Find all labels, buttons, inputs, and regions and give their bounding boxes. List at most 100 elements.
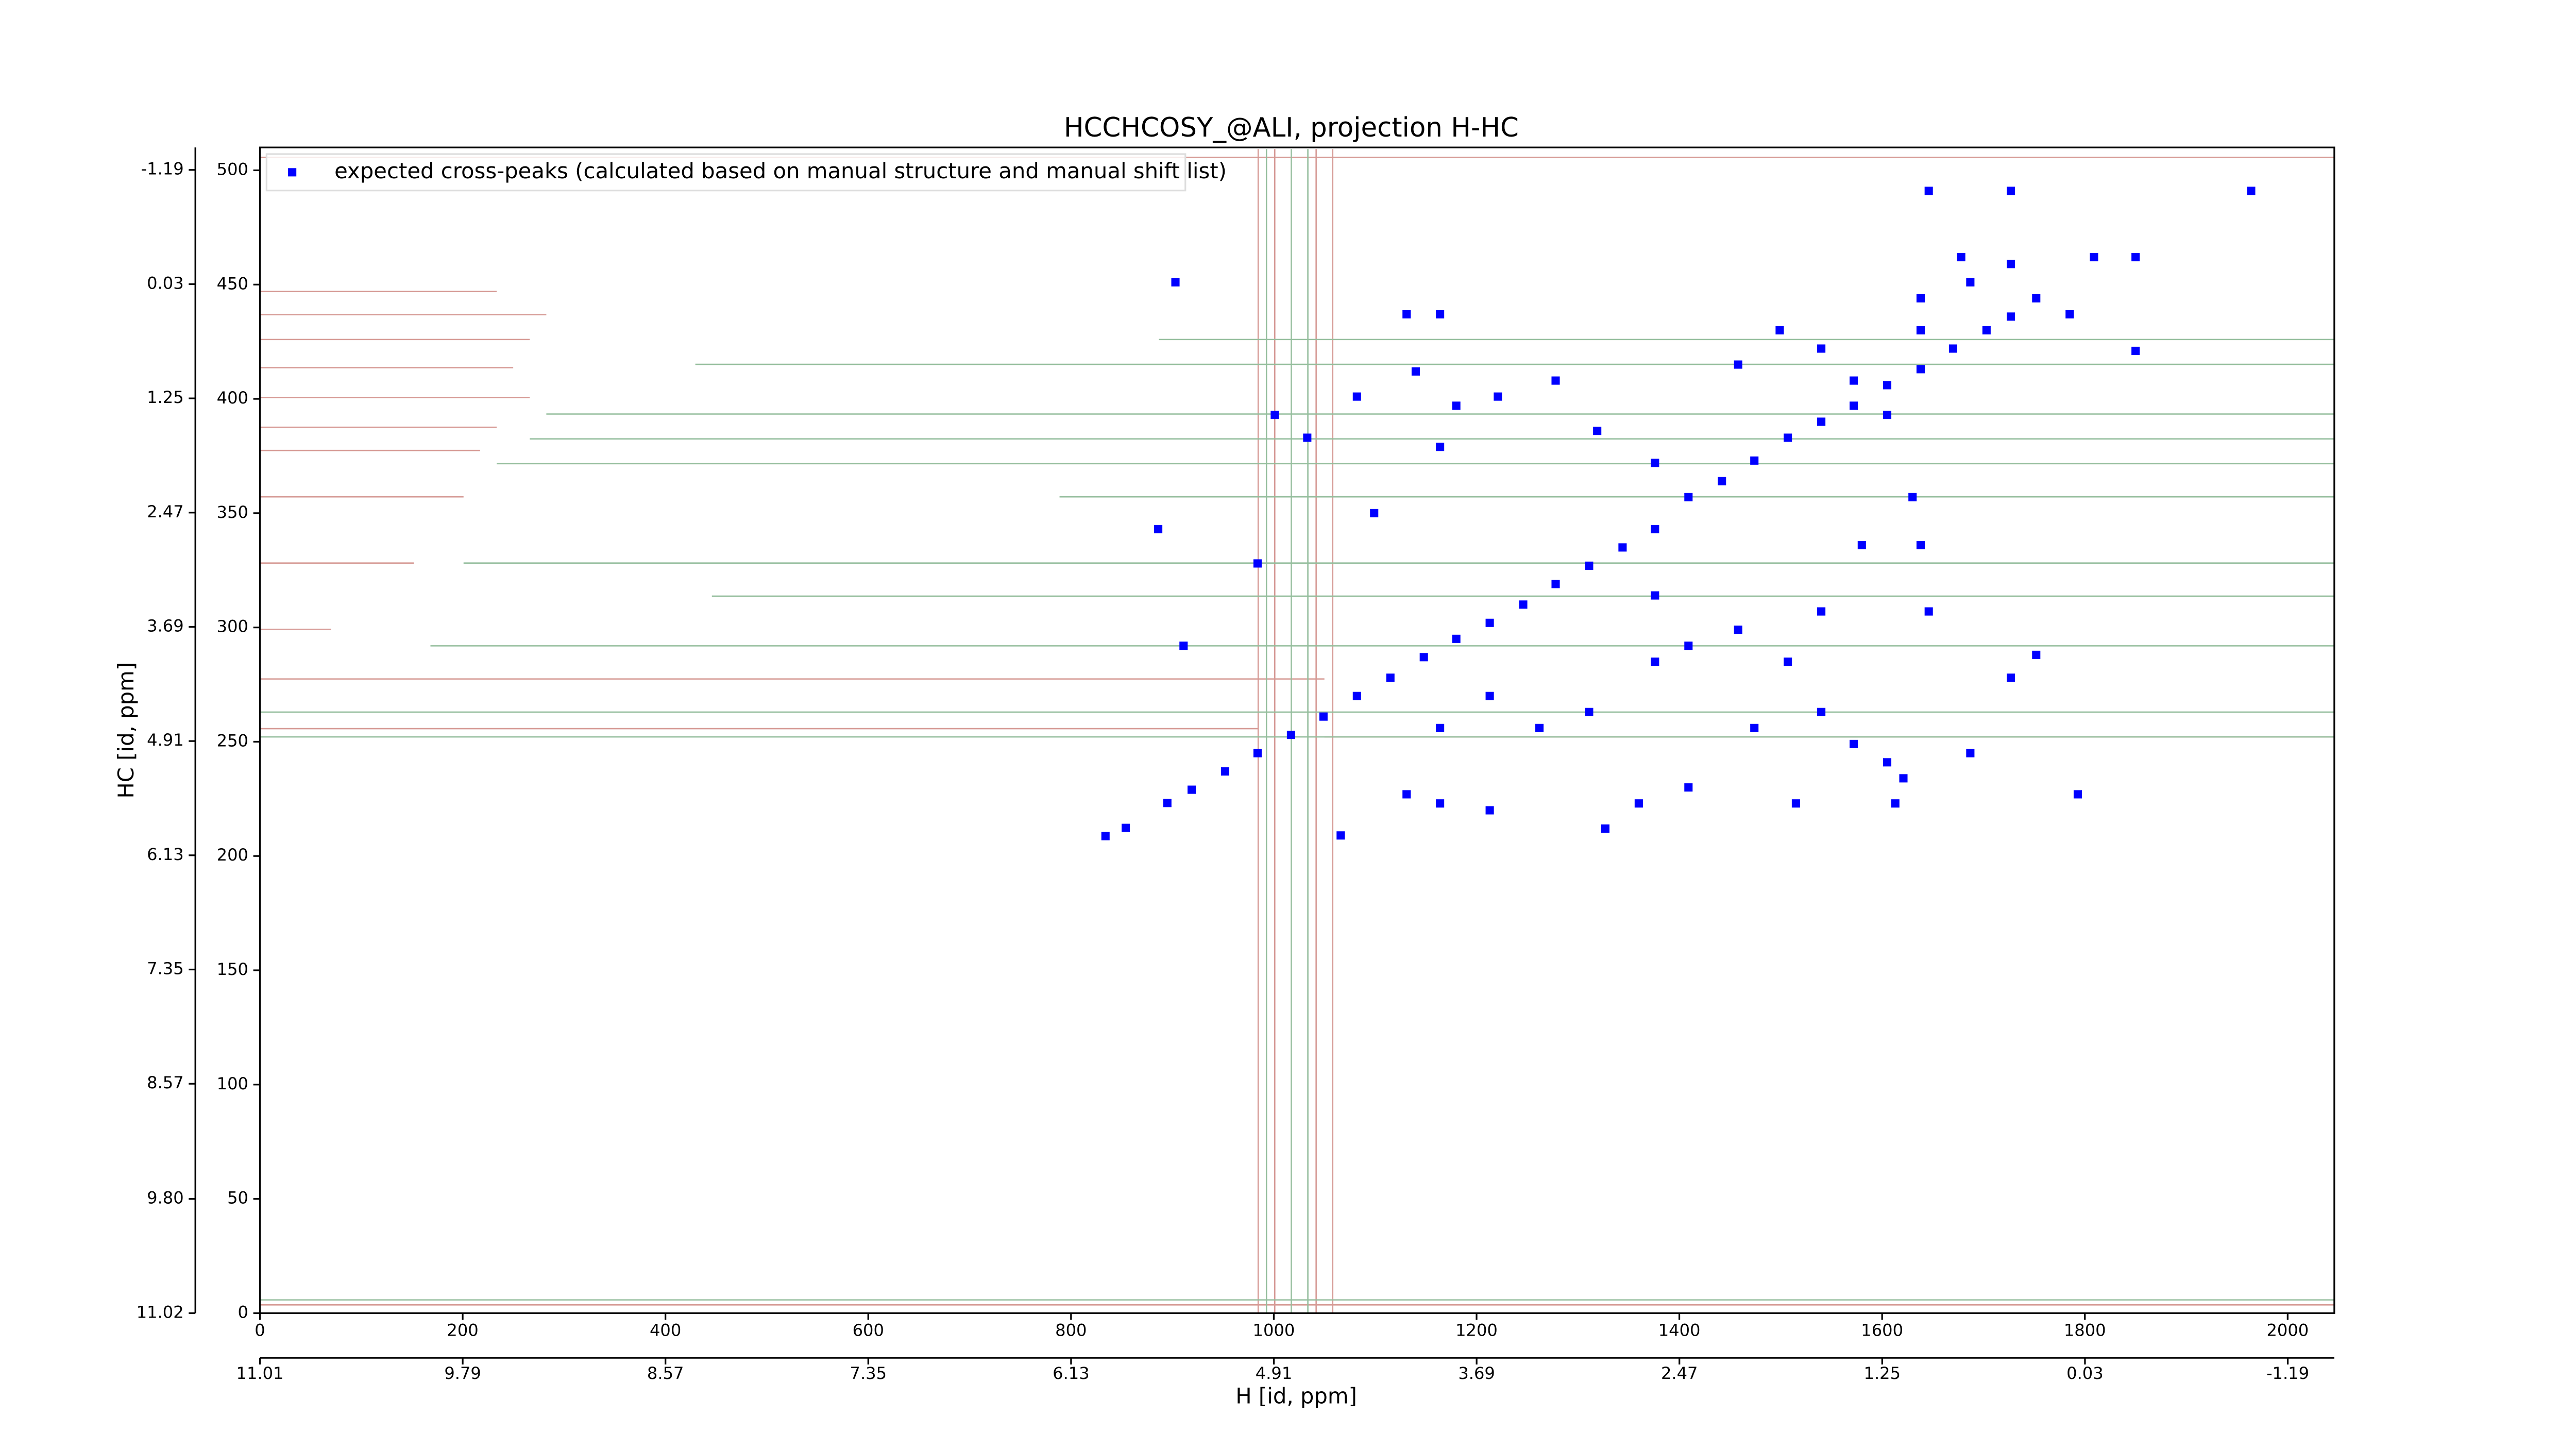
y-tick-label: 300 — [217, 617, 248, 636]
y-tick-label: 250 — [217, 731, 248, 750]
cross-peak — [1684, 642, 1693, 650]
cross-peak — [2065, 310, 2074, 318]
cross-peak — [2007, 673, 2015, 682]
cross-peak — [1370, 509, 1379, 517]
x2-tick-label: 6.13 — [1053, 1363, 1090, 1383]
contour-line — [1257, 149, 1334, 1313]
y2-tick-label: 7.35 — [147, 958, 184, 978]
cross-peak — [1651, 459, 1659, 467]
x-axis-label: H [id, ppm] — [1235, 1384, 1357, 1409]
cross-peak — [1436, 310, 1445, 318]
cross-peak — [1916, 326, 1925, 335]
x-tick-label: 1000 — [1253, 1321, 1295, 1340]
y2-tick-label: 4.91 — [147, 730, 184, 750]
cross-peak — [1187, 785, 1196, 794]
cross-peak — [1817, 344, 1826, 353]
cross-peak — [1436, 723, 1445, 732]
y2-tick-label: 8.57 — [147, 1073, 184, 1092]
cross-peak — [2090, 253, 2098, 262]
cross-peak — [1684, 493, 1693, 501]
legend-marker — [288, 168, 297, 177]
cross-peak — [1784, 658, 1792, 666]
chart-title: HCCHCOSY_@ALI, projection H-HC — [1064, 112, 1519, 143]
legend-label: expected cross-peaks (calculated based o… — [334, 158, 1227, 183]
cross-peak — [1253, 559, 1262, 568]
x-tick-label: 400 — [650, 1321, 681, 1340]
y2-tick-label: -1.19 — [141, 159, 184, 179]
x2-tick-label: 3.69 — [1458, 1363, 1495, 1383]
cross-peak — [1171, 278, 1180, 287]
cross-peak — [2131, 346, 2140, 355]
cross-peak — [1784, 433, 1792, 442]
cross-peak — [1957, 253, 1965, 262]
plot-area — [260, 149, 2334, 1313]
x2-tick-label: 7.35 — [850, 1363, 887, 1383]
cross-peak — [1585, 561, 1594, 570]
x2-tick-label: 0.03 — [2066, 1363, 2104, 1383]
cross-peak — [1899, 774, 1908, 783]
cross-peak — [1908, 493, 1917, 501]
y-tick-label: 150 — [217, 959, 248, 979]
contour-line — [260, 339, 2334, 738]
cross-peak — [1452, 634, 1461, 643]
cross-peak — [1163, 799, 1172, 807]
cross-peak — [1817, 707, 1826, 716]
cross-peak — [1966, 278, 1975, 287]
y2-tick-label: 6.13 — [147, 845, 184, 864]
cross-peak — [1593, 427, 1602, 435]
cross-peak — [1551, 580, 1560, 588]
cross-peak — [1850, 401, 1858, 410]
cross-peak — [1551, 376, 1560, 385]
cross-peak — [1817, 607, 1826, 616]
x-tick-label: 1200 — [1455, 1321, 1498, 1340]
cross-peak — [1651, 525, 1659, 533]
cross-peak — [1154, 525, 1163, 533]
x2-tick-label: 4.91 — [1256, 1363, 1293, 1383]
cross-peak — [1402, 790, 1411, 799]
cross-peak — [1718, 477, 1726, 485]
cross-peak — [1817, 417, 1826, 426]
plot-frame — [259, 146, 2335, 1314]
cross-peak — [1916, 294, 1925, 302]
cross-peak — [2073, 790, 2082, 799]
x2-tick-label: -1.19 — [2266, 1363, 2309, 1383]
cross-peak — [1684, 783, 1693, 792]
cross-peak — [2007, 187, 2015, 195]
y2-tick-label: 0.03 — [147, 273, 184, 293]
contour-line — [260, 157, 2334, 1306]
cross-peak — [1419, 653, 1428, 662]
cross-peak — [1485, 618, 1494, 627]
x2-tick-label: 2.47 — [1661, 1363, 1698, 1383]
cross-peak — [1386, 673, 1395, 682]
cross-peak — [2007, 260, 2015, 268]
cross-peak — [1857, 541, 1866, 549]
y2-tick-label: 9.80 — [147, 1188, 184, 1208]
cross-peak — [1775, 326, 1784, 335]
y-tick-label: 200 — [217, 845, 248, 865]
cross-peak — [2247, 187, 2256, 195]
y-tick-label: 400 — [217, 388, 248, 408]
x2-tick-label: 1.25 — [1864, 1363, 1901, 1383]
cross-peak — [2032, 294, 2041, 302]
x2-tick-label: 9.79 — [444, 1363, 481, 1383]
cross-peak — [1634, 799, 1643, 808]
cross-peak — [1402, 310, 1411, 318]
cross-peak — [1601, 824, 1609, 833]
x-tick-label: 1400 — [1658, 1321, 1701, 1340]
cross-peak — [1485, 692, 1494, 700]
cross-peak — [1352, 692, 1361, 700]
cross-peak — [1651, 658, 1659, 666]
y2-tick-label: 11.02 — [137, 1302, 184, 1322]
y-tick-label: 100 — [217, 1074, 248, 1093]
cross-peak — [1924, 187, 1933, 195]
cross-peak — [1791, 799, 1800, 808]
y-tick-label: 350 — [217, 502, 248, 522]
cross-peak — [1221, 767, 1229, 776]
spectrum-contours — [260, 149, 2334, 1313]
cross-peak — [1101, 832, 1110, 840]
cross-peak — [1286, 731, 1295, 739]
y2-tick-label: 2.47 — [147, 502, 184, 521]
contour-line — [260, 291, 1325, 730]
